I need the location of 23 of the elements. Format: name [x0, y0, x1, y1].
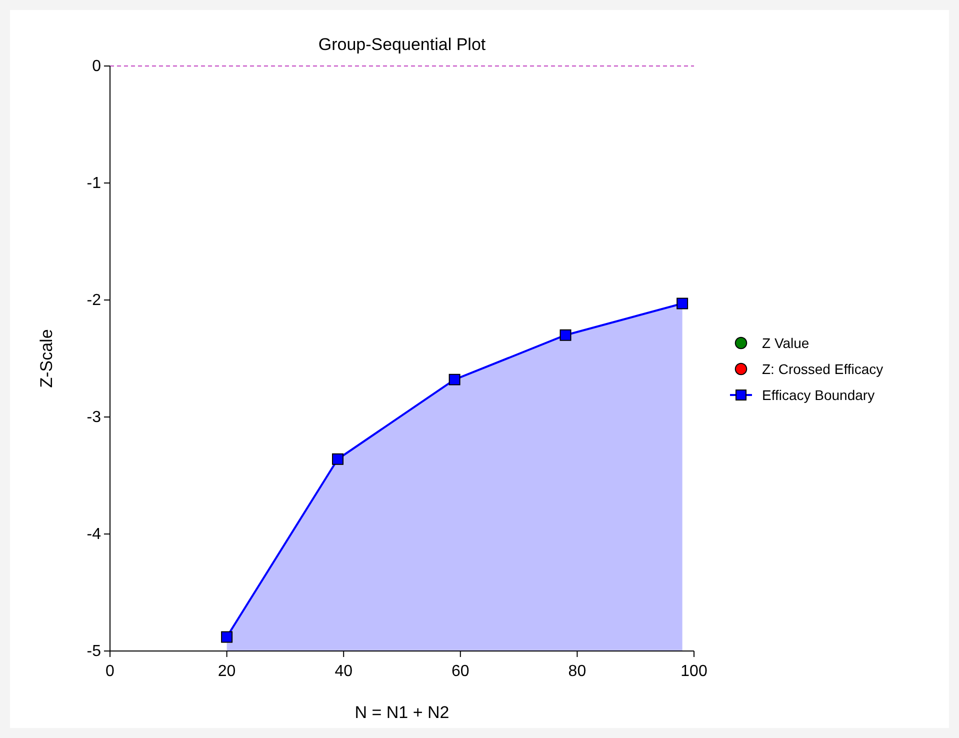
- point: [676, 298, 688, 310]
- legend-label: Efficacy Boundary: [762, 387, 875, 403]
- y-axis-title: Z-Scale: [37, 329, 56, 388]
- y-tick-label: -3: [86, 409, 102, 426]
- x-tick-label: 60: [452, 663, 470, 680]
- point: [221, 631, 233, 643]
- y-tick-label: -2: [86, 292, 102, 310]
- x-tick-label: 0: [106, 663, 115, 680]
- x-tick-label: 100: [680, 663, 708, 680]
- x-tick-label: 80: [568, 663, 586, 680]
- legend-label: Z: Crossed Efficacy: [762, 361, 884, 377]
- y-tick-label: -5: [86, 643, 102, 660]
- point: [332, 453, 344, 465]
- y-tick-label: 0: [92, 58, 102, 76]
- point: [448, 374, 460, 386]
- legend-label: Z Value: [762, 335, 810, 351]
- chart-title: Group-Sequential Plot: [318, 35, 486, 54]
- x-axis-title: N = N1 + N2: [354, 703, 450, 722]
- x-tick-label: 40: [334, 663, 353, 680]
- point: [560, 329, 572, 341]
- y-tick-label: -1: [86, 175, 102, 192]
- x-tick-label: 20: [218, 663, 236, 680]
- y-tick-label: -4: [86, 526, 102, 544]
